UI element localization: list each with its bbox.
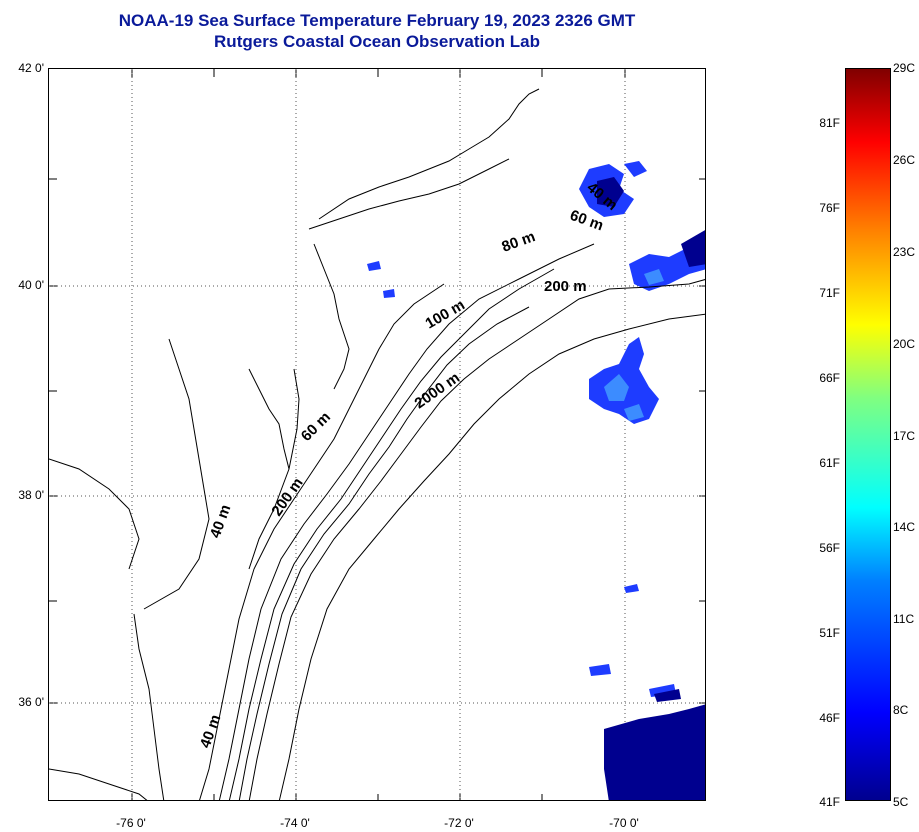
coastline-north <box>318 88 540 220</box>
colorbar-tick-c: 29C <box>893 61 916 75</box>
colorbar <box>845 68 891 801</box>
sst-patch-ne-dark <box>597 177 624 207</box>
lon-label-72: -72 0' <box>444 816 474 830</box>
colorbar-tick-f: 76F <box>819 201 840 215</box>
colorbar-tick-c: 8C <box>893 703 909 717</box>
colorbar-tick-f: 56F <box>819 541 840 555</box>
colorbar-tick-f: 66F <box>819 371 840 385</box>
lat-label-42: 42 0' <box>18 61 44 75</box>
coastline-west <box>49 458 140 570</box>
sst-patch-small3 <box>624 584 639 593</box>
isobath-60 <box>218 243 595 800</box>
colorbar-tick-c: 5C <box>893 795 909 809</box>
sst-patch-small4 <box>589 664 611 676</box>
coastline-chesapeake <box>143 338 210 610</box>
sst-patch-e-dark <box>681 230 705 267</box>
colorbar-tick-c: 20C <box>893 337 916 351</box>
colorbar-tick-c: 23C <box>893 245 916 259</box>
sst-patch-se-small <box>654 689 681 702</box>
isobath-100 <box>238 306 530 800</box>
colorbar-tick-c: 26C <box>893 153 916 167</box>
isobath-80 <box>228 268 555 800</box>
sst-patch-mid-light2 <box>624 404 644 421</box>
sst-patch-mid-light <box>604 374 629 401</box>
coastline-li <box>308 158 510 230</box>
colorbar-tick-f: 41F <box>819 795 840 809</box>
coastline-del-bay <box>248 368 290 470</box>
isobath-label: 40 m <box>207 502 235 540</box>
coastline-contours <box>49 88 705 800</box>
colorbar-tick-f: 81F <box>819 116 840 130</box>
title-line-1: NOAA-19 Sea Surface Temperature February… <box>118 11 636 30</box>
coastline-nc <box>49 768 148 800</box>
lat-label-36: 36 0' <box>18 695 44 709</box>
sst-patch-se <box>604 704 705 800</box>
sst-patches <box>367 161 705 800</box>
coastline-nj <box>313 243 350 390</box>
map-canvas: 40 m 40 m 200 m 60 m 2000 m 100 m 200 m … <box>49 69 705 800</box>
isobath-labels: 40 m 40 m 200 m 60 m 2000 m 100 m 200 m … <box>197 179 621 750</box>
colorbar-tick-c: 14C <box>893 520 916 534</box>
isobath-label: 60 m <box>298 409 334 445</box>
lat-label-38: 38 0' <box>18 488 44 502</box>
colorbar-tick-f: 71F <box>819 286 840 300</box>
sst-patch-ne2 <box>624 161 647 177</box>
map-panel[interactable]: 40 m 40 m 200 m 60 m 2000 m 100 m 200 m … <box>48 68 706 801</box>
colorbar-tick-c: 11C <box>893 612 915 626</box>
colorbar-tick-f: 46F <box>819 711 840 725</box>
sst-patch-small2 <box>383 289 395 298</box>
isobath-label: 80 m <box>500 228 538 256</box>
isobath-2000 <box>278 313 705 800</box>
graticule <box>49 69 705 800</box>
colorbar-tick-f: 51F <box>819 626 840 640</box>
isobath-200 <box>248 279 705 800</box>
isobath-label: 40 m <box>197 712 225 750</box>
lon-label-74: -74 0' <box>280 816 310 830</box>
colorbar-tick-c: 17C <box>893 429 916 443</box>
isobath-label: 200 m <box>544 278 587 295</box>
sst-patch-e-light <box>644 269 664 285</box>
lat-label-40: 40 0' <box>18 278 44 292</box>
lon-label-70: -70 0' <box>609 816 639 830</box>
isobath-label: 200 m <box>268 475 306 520</box>
isobath-label: 100 m <box>423 296 468 332</box>
title-line-2: Rutgers Coastal Ocean Observation Lab <box>214 32 540 51</box>
isobath-40 <box>199 283 445 800</box>
coastline-va <box>133 613 165 800</box>
coastline-delmarva <box>248 368 300 570</box>
sst-patch-small1 <box>367 261 381 271</box>
colorbar-tick-f: 61F <box>819 456 840 470</box>
lon-label-76: -76 0' <box>116 816 146 830</box>
map-title: NOAA-19 Sea Surface Temperature February… <box>48 10 706 52</box>
